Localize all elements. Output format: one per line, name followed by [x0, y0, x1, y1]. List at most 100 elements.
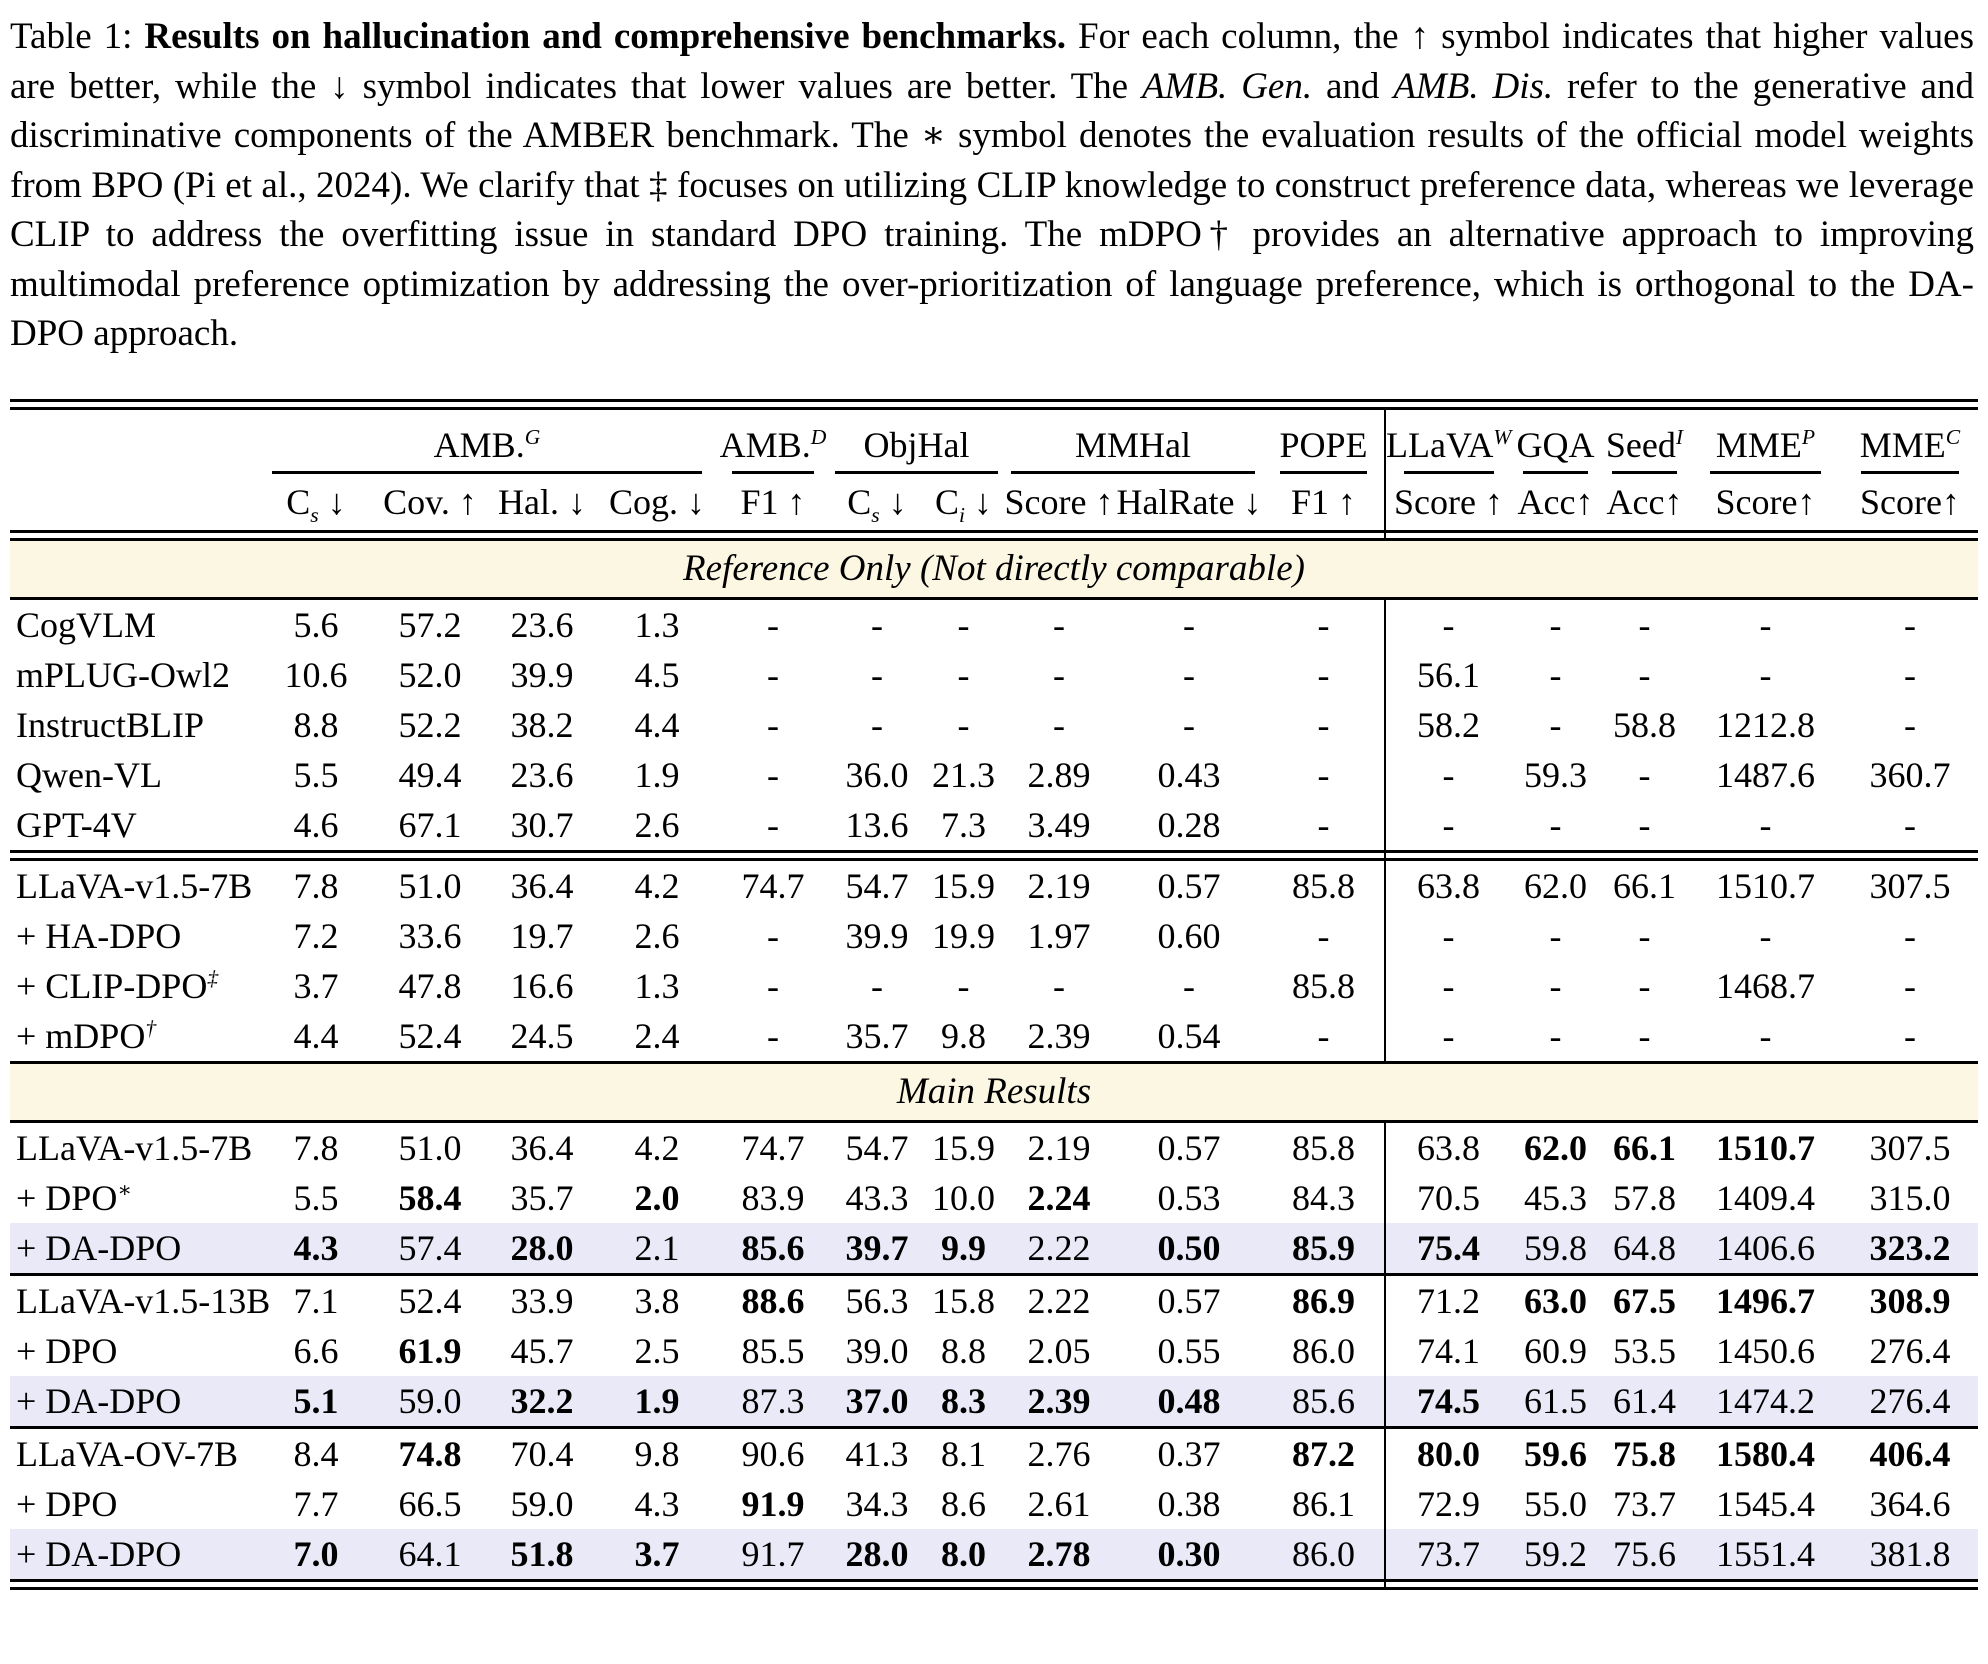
value-cell: 80.0 [1384, 1428, 1511, 1479]
value-cell: 61.4 [1600, 1375, 1689, 1427]
group-underline [1612, 470, 1677, 474]
table-row: + HA-DPO 7.2 33.6 19.7 2.6 - 39.9 19.9 1.97 0.60 -… [10, 910, 1978, 961]
value-cell: 85.8 [1292, 965, 1355, 1006]
value-cell: 55.0 [1524, 1483, 1587, 1524]
value-cell: 7.1 [293, 1280, 339, 1321]
value-cell: - [1384, 960, 1511, 1011]
value-cell: 74.7 [741, 865, 805, 906]
value-cell: - [1183, 965, 1195, 1006]
table-caption: Table 1: Results on hallucination and co… [0, 0, 1988, 359]
value-cell: - [767, 804, 779, 845]
value-cell: 4.6 [293, 804, 339, 845]
column-header: Acc↑ [1606, 481, 1683, 522]
value-cell: - [1053, 654, 1065, 695]
value-cell: - [1317, 754, 1330, 795]
column-header: Score↑ [1715, 481, 1816, 522]
value-cell: 1.9 [598, 1375, 716, 1427]
value-cell: 2.61 [1027, 1483, 1091, 1524]
value-cell: 73.7 [1613, 1483, 1676, 1524]
value-cell: 52.0 [398, 654, 462, 695]
value-cell: 2.5 [634, 1330, 680, 1371]
value-cell: 85.6 [1263, 1375, 1385, 1427]
value-cell: 0.53 [1157, 1177, 1221, 1218]
value-cell: 1551.4 [1689, 1528, 1842, 1580]
value-cell: - [1317, 915, 1330, 956]
table-row: + DPO∗ 5.5 58.4 35.7 2.0 83.9 43.3 10.0 2.24 0.53… [10, 1172, 1978, 1223]
value-cell: 2.19 [1027, 1127, 1091, 1168]
value-cell: 0.55 [1157, 1330, 1221, 1371]
value-cell: 61.5 [1511, 1375, 1600, 1427]
value-cell: - [1904, 915, 1916, 956]
value-cell: - [1638, 1015, 1651, 1056]
value-cell: 63.8 [1384, 1122, 1511, 1173]
value-cell: 75.4 [1384, 1222, 1511, 1274]
value-cell: 8.8 [293, 704, 339, 745]
table-row: LLaVA-v1.5-13B 7.1 52.4 33.9 3.8 88.6 56.3 15.8… [10, 1275, 1978, 1326]
value-cell: 0.54 [1157, 1015, 1221, 1056]
value-cell: - [1759, 1015, 1772, 1056]
value-cell: 4.3 [258, 1222, 374, 1274]
group-underline [835, 470, 998, 474]
column-header: F1 ↑ [740, 481, 806, 522]
row-label: + CLIP-DPO‡ [16, 965, 219, 1006]
subheader-row: Cs ↓ Cov. ↑ Hal. ↓ Cog. ↓ F1 ↑ Cs ↓ Ci ↓ Score … [10, 473, 1978, 531]
value-cell: - [767, 1015, 779, 1056]
row-label: + DPO [16, 1330, 118, 1371]
group-underline [1710, 470, 1821, 474]
group-underline [1279, 470, 1368, 474]
value-cell: - [1317, 654, 1330, 695]
value-cell: 3.7 [598, 1528, 716, 1580]
value-cell: 72.9 [1384, 1478, 1511, 1529]
table-row: + DA-DPO 5.1 59.0 32.2 1.9 87.3 37.0 8.3 2.39 0.4… [10, 1375, 1978, 1427]
value-cell: 87.2 [1292, 1433, 1355, 1474]
table-row: + DPO 7.7 66.5 59.0 4.3 91.9 34.3 8.6 2.61 0.38 86… [10, 1478, 1978, 1529]
value-cell: 64.8 [1600, 1222, 1689, 1274]
section-banner-label: Main Results [10, 1063, 1978, 1121]
value-cell: 0.57 [1157, 1280, 1221, 1321]
value-cell: 1.3 [634, 604, 680, 645]
value-cell: 28.0 [486, 1222, 598, 1274]
rule-segment [1384, 529, 1978, 541]
value-cell: 30.7 [510, 804, 574, 845]
value-cell: 54.7 [845, 1127, 909, 1168]
value-cell: 2.0 [634, 1177, 680, 1218]
column-header: Cs ↓ [286, 481, 346, 527]
column-header: Cov. ↑ [383, 481, 477, 522]
value-cell: - [1053, 965, 1065, 1006]
value-cell: 323.2 [1842, 1222, 1978, 1274]
value-cell: 8.3 [924, 1375, 1003, 1427]
value-cell: 51.0 [398, 865, 462, 906]
table-row: mPLUG-Owl2 10.6 52.0 39.9 4.5- - - - - -56.1- - - - [10, 649, 1978, 700]
value-cell: 1.3 [634, 965, 680, 1006]
group-underline [1523, 470, 1588, 474]
value-cell: 1545.4 [1716, 1483, 1815, 1524]
value-cell: 59.8 [1511, 1222, 1600, 1274]
single-rule [10, 1272, 1978, 1277]
value-cell: 57.8 [1613, 1177, 1676, 1218]
value-cell: - [871, 604, 883, 645]
value-cell: 3.49 [1027, 804, 1091, 845]
value-cell: - [1549, 804, 1562, 845]
section-banner: Reference Only (Not directly comparable) [10, 539, 1978, 598]
value-cell: 59.2 [1511, 1528, 1600, 1580]
value-cell: 86.0 [1263, 1528, 1385, 1580]
table-header: AMB.G AMB.D ObjHal MMHal POPE LLaVAW GQA SeedI M… [10, 398, 1978, 541]
value-cell: - [1638, 804, 1651, 845]
value-cell: 52.4 [398, 1015, 462, 1056]
rule-segment [10, 1119, 1385, 1124]
value-cell: 53.5 [1613, 1330, 1676, 1371]
value-cell: 39.9 [845, 915, 909, 956]
value-cell: 5.5 [293, 1177, 339, 1218]
table-row: + mDPO† 4.4 52.4 24.5 2.4-35.7 9.8 2.39 0.54- - -… [10, 1010, 1978, 1062]
value-cell: - [1638, 965, 1651, 1006]
value-cell: - [957, 604, 970, 645]
column-group-header: AMB.D [716, 408, 830, 474]
caption-label: Table 1: [10, 16, 145, 57]
value-cell: 308.9 [1869, 1280, 1951, 1321]
row-label: + DA-DPO [10, 1375, 258, 1427]
value-cell: 2.24 [1027, 1177, 1091, 1218]
value-cell: 67.5 [1613, 1280, 1676, 1321]
value-cell: - [767, 704, 779, 745]
value-cell: 0.60 [1157, 915, 1221, 956]
group-underline [1010, 470, 1256, 474]
